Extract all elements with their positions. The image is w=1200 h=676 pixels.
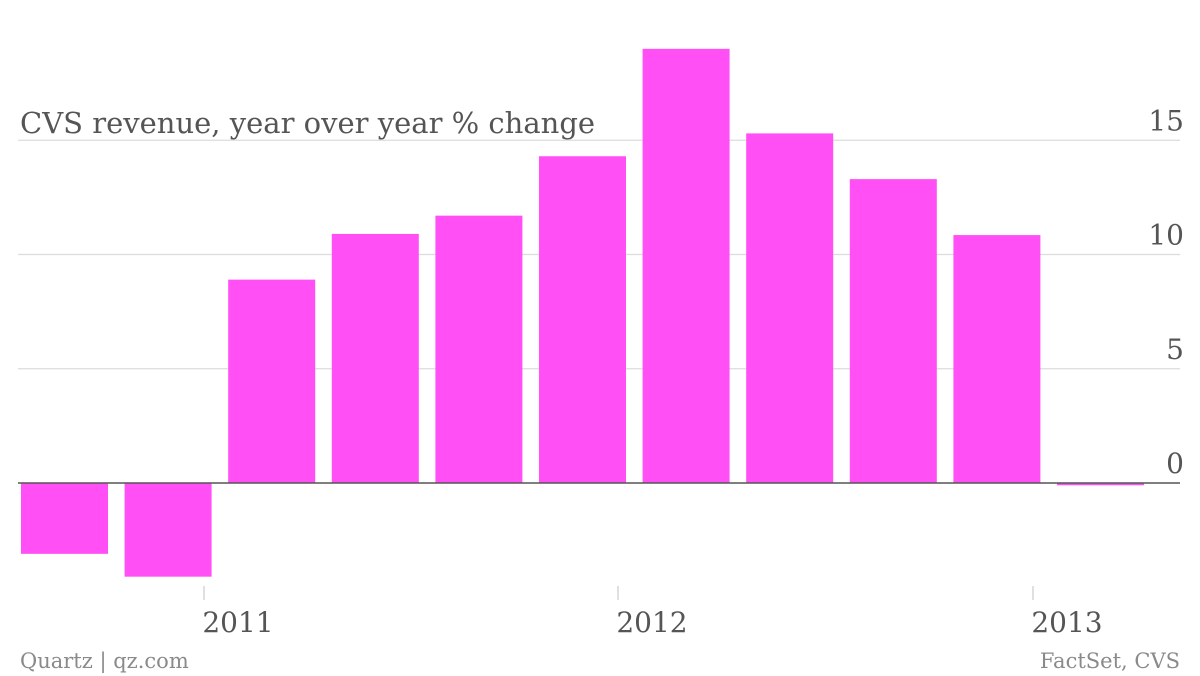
- y-tick-label: 0: [1166, 447, 1184, 480]
- bars: [21, 48, 1144, 577]
- y-tick-label: 10: [1148, 219, 1184, 252]
- bar: [435, 215, 523, 483]
- x-tick-label: 2013: [1031, 606, 1102, 639]
- y-tick-label: 15: [1148, 104, 1184, 137]
- bar: [21, 483, 108, 554]
- y-axis-tick-labels: 0 5 10 15: [1148, 104, 1184, 480]
- bar: [953, 235, 1041, 483]
- y-tick-label: 5: [1166, 333, 1184, 366]
- bar: [331, 233, 419, 483]
- x-axis-ticks: 2011 2012 2013: [202, 586, 1103, 639]
- footer-credit: Quartz | qz.com: [20, 649, 189, 674]
- bar: [746, 133, 834, 483]
- bar: [1057, 483, 1144, 486]
- bar: [642, 48, 730, 483]
- bar: [228, 279, 316, 483]
- bar: [849, 179, 937, 483]
- chart-title: CVS revenue, year over year % change: [20, 106, 595, 140]
- bar: [124, 483, 212, 577]
- x-tick-label: 2012: [616, 606, 687, 639]
- bar: [539, 156, 626, 483]
- footer-source: FactSet, CVS: [1040, 649, 1180, 673]
- x-tick-label: 2011: [202, 606, 273, 639]
